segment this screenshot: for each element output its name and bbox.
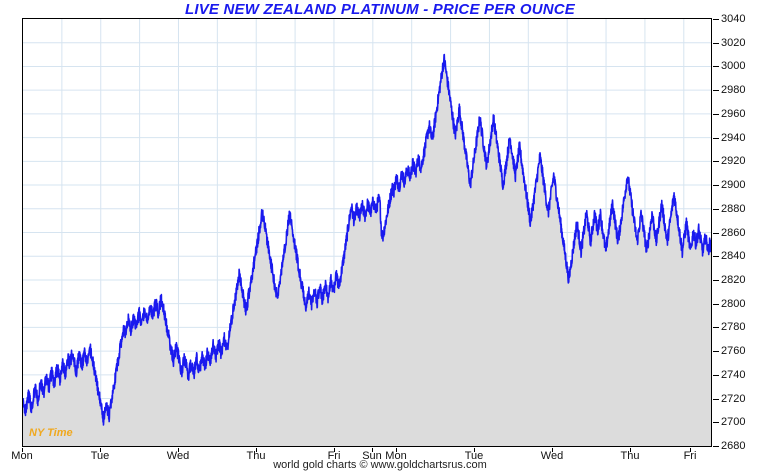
plot-area [22,18,712,447]
y-tick-label: 2840 [721,250,746,263]
y-tick-label: 2800 [721,297,746,310]
y-tick-mark [713,66,719,68]
x-tick-mark [630,448,631,452]
x-tick-label: Mon [11,450,33,462]
x-tick-mark [334,448,335,452]
x-tick-label: Sun [362,450,382,462]
price-line-chart [23,19,711,446]
x-tick-mark [372,448,373,452]
y-tick-label: 2900 [721,179,746,192]
y-tick-mark [713,185,719,187]
y-tick-label: 2740 [721,368,746,381]
x-tick-mark [256,448,257,452]
y-tick-mark [713,279,719,281]
y-tick-label: 2780 [721,321,746,334]
price-line [23,53,711,426]
x-tick-mark [552,448,553,452]
x-tick-mark [396,448,397,452]
y-tick-mark [713,422,719,424]
x-tick-label: Thu [246,450,266,462]
x-tick-label: Fri [327,450,341,462]
y-tick-mark [713,303,719,305]
y-tick-mark [713,256,719,258]
y-tick-mark [713,398,719,400]
y-tick-mark [713,327,719,329]
y-tick-label: 3040 [721,13,746,25]
y-tick-label: 2860 [721,226,746,239]
y-axis: 3040 3020 3000 2980 2960 2940 2920 2900 2880 2860… [713,13,760,452]
y-tick-label: 2760 [721,345,746,358]
y-tick-mark [713,42,719,44]
y-tick-label: 2820 [721,273,746,286]
y-tick-label: 2700 [721,416,746,429]
x-tick-label: Mon [385,450,407,462]
y-tick-mark [713,232,719,234]
y-tick-label: 2720 [721,392,746,405]
x-tick-label: Fri [683,450,697,462]
y-tick-label: 2880 [721,202,746,215]
y-tick-label: 2920 [721,155,746,168]
timezone-label: NY Time [29,427,73,439]
y-tick-mark [713,113,719,115]
y-tick-mark [713,19,719,20]
footer-credit: world gold charts © www.goldchartsrus.co… [273,459,487,471]
x-tick-mark [22,448,23,452]
y-tick-mark [713,137,719,139]
y-tick-label: 2980 [721,84,746,97]
x-tick-label: Tue [464,450,484,462]
x-tick-label: Wed [166,450,190,462]
y-tick-label: 2940 [721,131,746,144]
price-area-fill [23,54,711,446]
x-tick-label: Thu [620,450,640,462]
x-tick-mark [474,448,475,452]
y-tick-mark [713,374,719,376]
x-tick-mark [690,448,691,452]
y-tick-mark [713,208,719,210]
y-tick-label: 3000 [721,60,746,73]
x-axis: Mon Tue Wed Thu Fri Sun Mon Tue Wed Thu Fri [0,448,760,466]
y-tick-mark [713,351,719,353]
x-tick-label: Tue [90,450,110,462]
x-tick-mark [100,448,101,452]
y-tick-label: 2680 [721,440,746,452]
page-title: LIVE NEW ZEALAND PLATINUM - PRICE PER OU… [185,1,575,18]
y-tick-mark [713,161,719,163]
x-tick-mark [178,448,179,452]
y-tick-label: 3020 [721,36,746,49]
y-tick-mark [713,90,719,92]
y-tick-label: 2960 [721,107,746,120]
x-tick-label: Wed [540,450,564,462]
y-tick-mark [713,446,719,447]
